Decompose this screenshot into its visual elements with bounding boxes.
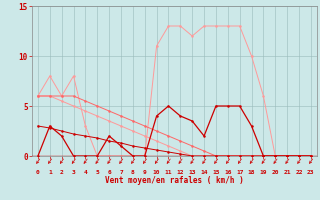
X-axis label: Vent moyen/en rafales ( km/h ): Vent moyen/en rafales ( km/h ) — [105, 176, 244, 185]
